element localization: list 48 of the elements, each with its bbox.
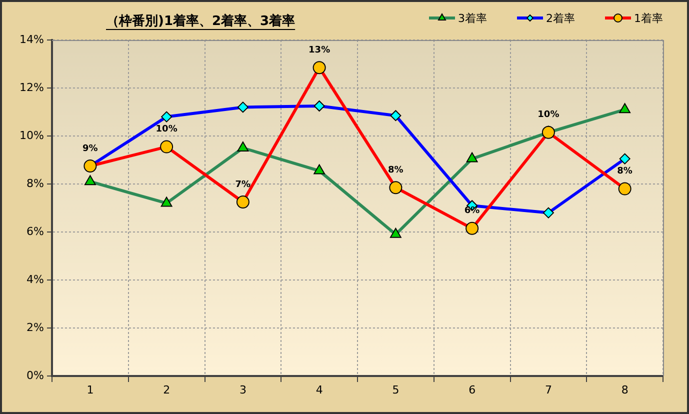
x-tick-label: 2 xyxy=(163,383,170,396)
point xyxy=(237,142,249,152)
legend-label: 2着率 xyxy=(546,12,576,25)
chart-title: （枠番別)1着率、2着率、3着率 xyxy=(106,13,296,29)
y-tick-label: 0% xyxy=(26,368,44,382)
point xyxy=(314,164,326,174)
point xyxy=(619,153,630,164)
x-tick-label: 5 xyxy=(392,383,400,396)
data-label: 6% xyxy=(464,206,480,216)
data-label: 13% xyxy=(308,45,330,56)
point xyxy=(312,61,326,74)
data-label: 8% xyxy=(388,165,404,176)
legend-label: 3着率 xyxy=(458,12,488,25)
point xyxy=(466,222,479,235)
point xyxy=(237,102,248,113)
x-tick-label: 6 xyxy=(468,383,476,396)
data-label: 10% xyxy=(156,124,178,135)
x-tick-label: 7 xyxy=(544,383,552,396)
legend-label: 1着率 xyxy=(634,12,663,25)
data-label: 9% xyxy=(82,144,98,154)
x-tick-label: 3 xyxy=(239,383,246,396)
point xyxy=(160,140,174,154)
point xyxy=(390,228,402,238)
point xyxy=(314,100,325,112)
x-tick-label: 1 xyxy=(86,383,94,396)
point xyxy=(161,111,172,122)
y-tick-label: 6% xyxy=(26,224,44,238)
point xyxy=(160,196,172,207)
point xyxy=(84,175,96,186)
point xyxy=(542,207,554,218)
point xyxy=(619,103,631,114)
x-tick-label: 8 xyxy=(621,383,628,396)
y-tick-label: 4% xyxy=(26,272,44,286)
data-label: 8% xyxy=(617,166,632,177)
data-label: 10% xyxy=(538,110,560,120)
x-tick-label: 4 xyxy=(316,383,323,396)
y-tick-label: 12% xyxy=(20,80,44,94)
y-tick-label: 2% xyxy=(26,320,44,334)
point xyxy=(618,182,632,196)
y-tick-label: 8% xyxy=(26,176,44,190)
y-tick-label: 10% xyxy=(20,128,44,142)
point xyxy=(389,181,402,194)
y-tick-label: 14% xyxy=(20,32,44,46)
data-label: 7% xyxy=(235,180,251,190)
point xyxy=(466,152,478,162)
point xyxy=(236,196,250,208)
point xyxy=(542,126,555,139)
point xyxy=(390,110,402,122)
